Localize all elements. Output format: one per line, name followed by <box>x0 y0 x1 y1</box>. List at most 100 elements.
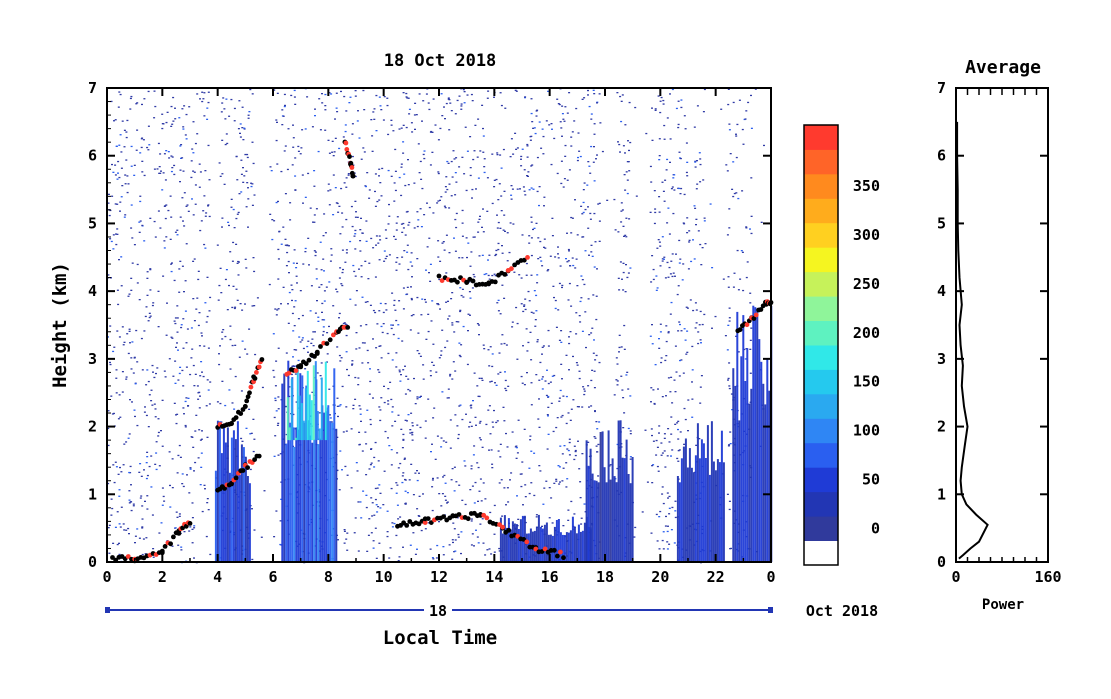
noise-speckle <box>354 200 357 202</box>
echo-column <box>760 361 763 562</box>
strong-echo-point <box>343 140 349 146</box>
noise-speckle <box>240 159 243 161</box>
noise-speckle <box>578 468 581 470</box>
noise-speckle <box>119 466 121 469</box>
noise-speckle <box>148 316 151 319</box>
noise-speckle <box>506 232 509 234</box>
noise-speckle <box>699 386 702 388</box>
echo-column <box>505 527 508 562</box>
noise-speckle <box>699 163 702 166</box>
noise-speckle <box>327 139 330 141</box>
noise-speckle <box>207 101 210 104</box>
noise-speckle <box>679 323 681 326</box>
noise-speckle <box>374 276 377 278</box>
noise-speckle <box>686 232 689 234</box>
noise-speckle <box>310 342 313 344</box>
noise-speckle <box>125 378 128 380</box>
noise-speckle <box>427 102 430 104</box>
noise-speckle <box>673 542 676 544</box>
noise-speckle <box>482 344 485 346</box>
noise-speckle <box>559 121 562 123</box>
noise-speckle <box>245 427 248 429</box>
noise-speckle <box>371 502 374 504</box>
noise-speckle <box>150 389 153 391</box>
noise-speckle <box>355 462 358 464</box>
noise-speckle <box>451 176 454 178</box>
noise-speckle <box>494 382 496 384</box>
noise-speckle <box>694 166 697 168</box>
noise-speckle <box>193 320 196 322</box>
noise-speckle <box>209 296 212 299</box>
noise-speckle <box>454 113 457 115</box>
noise-speckle <box>501 245 503 247</box>
noise-speckle <box>580 523 583 525</box>
noise-speckle <box>130 95 133 98</box>
x-tick-label: 0 <box>102 568 111 586</box>
noise-speckle <box>742 143 745 145</box>
noise-speckle <box>123 341 126 343</box>
noise-speckle <box>667 377 670 379</box>
noise-speckle <box>231 402 234 404</box>
noise-speckle <box>391 522 394 524</box>
noise-speckle <box>526 175 528 177</box>
noise-speckle <box>502 229 505 231</box>
noise-speckle <box>321 93 323 95</box>
noise-speckle <box>678 187 681 190</box>
noise-speckle <box>699 181 702 183</box>
noise-speckle <box>676 422 679 424</box>
noise-speckle <box>656 287 659 289</box>
noise-speckle <box>304 251 307 253</box>
noise-speckle <box>400 223 403 225</box>
noise-speckle <box>624 124 627 126</box>
noise-speckle <box>548 124 551 126</box>
noise-speckle <box>290 284 293 286</box>
noise-speckle <box>633 536 636 538</box>
noise-speckle <box>431 479 434 481</box>
noise-speckle <box>688 230 691 232</box>
noise-speckle <box>302 347 305 350</box>
noise-speckle <box>744 358 747 360</box>
noise-speckle <box>209 381 212 383</box>
noise-speckle <box>297 318 300 320</box>
noise-speckle <box>251 183 254 185</box>
noise-speckle <box>139 497 142 499</box>
noise-speckle <box>404 490 407 492</box>
echo-column <box>537 514 540 562</box>
noise-speckle <box>396 484 399 486</box>
noise-speckle <box>337 211 340 213</box>
noise-speckle <box>401 481 404 484</box>
noise-speckle <box>313 221 316 223</box>
noise-speckle <box>694 302 697 304</box>
noise-speckle <box>374 205 377 207</box>
noise-speckle <box>194 184 197 186</box>
noise-speckle <box>446 397 449 399</box>
noise-speckle <box>352 408 355 410</box>
noise-speckle <box>416 479 419 482</box>
noise-speckle <box>178 268 181 270</box>
noise-speckle <box>334 187 337 189</box>
noise-speckle <box>725 164 728 166</box>
noise-speckle <box>293 306 296 308</box>
noise-speckle <box>120 506 123 508</box>
noise-speckle <box>112 171 115 173</box>
noise-speckle <box>711 267 714 269</box>
noise-speckle <box>328 152 331 154</box>
noise-speckle <box>629 141 632 144</box>
noise-speckle <box>436 544 439 547</box>
noise-speckle <box>231 306 234 309</box>
noise-speckle <box>292 146 295 148</box>
noise-speckle <box>557 253 559 255</box>
noise-speckle <box>133 164 136 166</box>
noise-speckle <box>149 268 152 270</box>
noise-speckle <box>248 328 251 330</box>
echo-column <box>607 430 610 562</box>
colorbar-label: 150 <box>853 373 880 391</box>
noise-speckle <box>393 304 396 306</box>
noise-speckle <box>201 91 204 93</box>
noise-speckle <box>615 357 618 359</box>
noise-speckle <box>561 480 564 482</box>
echo-column <box>295 427 298 562</box>
noise-speckle <box>403 458 406 460</box>
noise-speckle <box>553 137 556 140</box>
noise-speckle <box>369 464 372 466</box>
